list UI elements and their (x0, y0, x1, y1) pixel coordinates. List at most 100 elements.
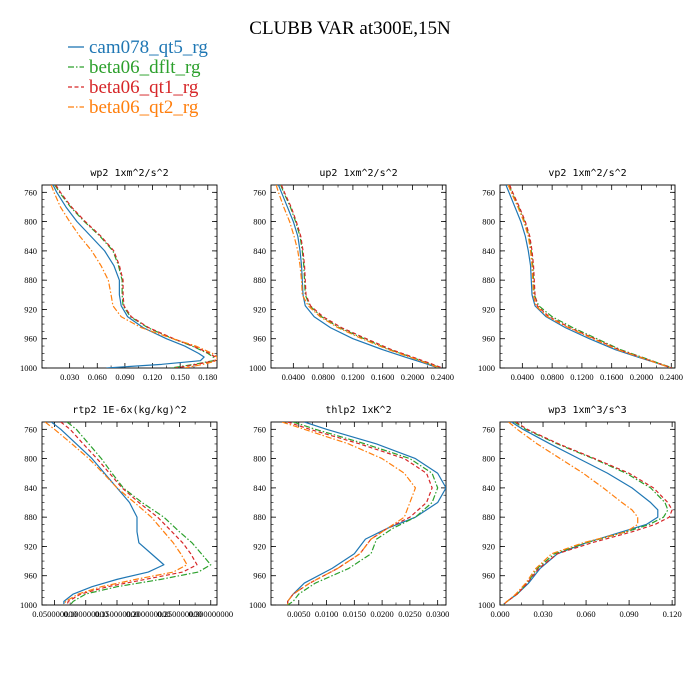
panel: wp3 1xm^3/s^3 760 800 840 880 920 960 10000.000… (478, 405, 682, 619)
y-tick-label: 760 (253, 187, 266, 197)
legend-label: beta06_dflt_rg (89, 57, 201, 78)
y-tick-label: 760 (24, 424, 37, 434)
y-tick-label: 1000 (20, 363, 37, 373)
y-tick-label: 880 (482, 275, 495, 285)
x-tick-label: 0.0150 (343, 609, 366, 619)
panel: thlp2 1xK^2 760 800 840 880 920 960 1000 0.0050 0… (249, 405, 449, 619)
x-tick-label: 0.060 (88, 372, 107, 382)
legend-label: beta06_qt2_rg (89, 97, 199, 118)
plot-frame (41, 184, 218, 369)
y-tick-label: 960 (253, 334, 266, 344)
panel: up2 1xm^2/s^2 760 800 840 880 920 960 1000 0.040… (249, 168, 454, 382)
y-tick-label: 800 (482, 454, 495, 464)
plot-frame (41, 421, 218, 606)
plot-frame (270, 184, 447, 369)
y-tick-label: 960 (253, 571, 266, 581)
x-tick-label: 0.0100 (315, 609, 338, 619)
x-tick-label: 0.1600 (600, 372, 623, 382)
y-tick-label: 840 (253, 246, 266, 256)
plot-frame (499, 421, 676, 606)
series-line-beta06_qt1_rg (287, 422, 433, 605)
y-tick-label: 920 (253, 541, 266, 551)
y-tick-label: 760 (482, 187, 495, 197)
plot-frame (270, 421, 447, 606)
x-tick-label: 0.1600 (371, 372, 394, 382)
series-line-beta06_qt1_rg (55, 185, 216, 368)
series-line-beta06_qt2_rg (507, 185, 672, 368)
panel-title: wp2 1xm^2/s^2 (90, 168, 168, 179)
series-line-beta06_qt2_rg (502, 422, 639, 605)
x-tick-label: 0.100000000 (63, 609, 108, 619)
legend: cam078_qt5_rgbeta06_dflt_rgbeta06_qt1_rg… (68, 37, 208, 118)
legend-label: cam078_qt5_rg (89, 37, 208, 58)
y-tick-label: 880 (24, 275, 37, 285)
x-tick-label: 0.050000000 (32, 609, 77, 619)
x-tick-label: 0.0400 (282, 372, 305, 382)
x-tick-label: 0.090 (620, 609, 639, 619)
plot-frame (499, 184, 676, 369)
y-tick-label: 840 (24, 246, 37, 256)
y-tick-label: 840 (482, 246, 495, 256)
x-tick-label: 0.0800 (311, 372, 334, 382)
x-tick-label: 0.2400 (431, 372, 454, 382)
y-tick-label: 760 (253, 424, 266, 434)
panel: wp2 1xm^2/s^2 760 800 840 880 920 960 1000 0.030… (20, 168, 218, 382)
y-tick-label: 1000 (249, 363, 266, 373)
series-line-beta06_qt2_rg (281, 422, 417, 605)
y-tick-label: 920 (482, 541, 495, 551)
x-tick-label: 0.150000000 (95, 609, 140, 619)
x-tick-label: 0.060 (577, 609, 596, 619)
series-line-cam078_qt5_rg (52, 185, 205, 368)
series-line-beta06_qt1_rg (60, 422, 198, 605)
y-tick-label: 840 (482, 483, 495, 493)
y-tick-label: 800 (24, 454, 37, 464)
x-tick-label: 0.2000 (630, 372, 653, 382)
x-tick-label: 0.0400 (511, 372, 534, 382)
figure-title: CLUBB VAR at300E,15N (249, 18, 451, 39)
y-tick-label: 960 (482, 334, 495, 344)
series-line-cam078_qt5_rg (502, 422, 659, 605)
series-line-cam078_qt5_rg (287, 422, 446, 605)
series-line-beta06_dflt_rg (66, 422, 212, 605)
panel-title: rtp2 1E-6x(kg/kg)^2 (72, 405, 186, 416)
panels: wp2 1xm^2/s^2 760 800 840 880 920 960 1000 0.030… (20, 168, 683, 619)
y-tick-label: 1000 (20, 600, 37, 610)
x-tick-label: 0.120 (663, 609, 682, 619)
x-tick-label: 0.0050 (287, 609, 310, 619)
series-line-beta06_qt1_rg (509, 185, 673, 368)
y-tick-label: 840 (24, 483, 37, 493)
y-tick-label: 1000 (249, 600, 266, 610)
x-tick-label: 0.180 (198, 372, 217, 382)
y-tick-label: 840 (253, 483, 266, 493)
series-line-cam078_qt5_rg (505, 185, 672, 368)
x-tick-label: 0.090 (115, 372, 134, 382)
y-tick-label: 960 (482, 571, 495, 581)
y-tick-label: 880 (482, 512, 495, 522)
x-tick-label: 0.300000000 (188, 609, 233, 619)
legend-label: beta06_qt1_rg (89, 77, 199, 98)
y-tick-label: 800 (253, 454, 266, 464)
y-tick-label: 920 (482, 304, 495, 314)
panel-title: vp2 1xm^2/s^2 (548, 168, 626, 179)
x-tick-label: 0.0200 (370, 609, 393, 619)
y-tick-label: 1000 (478, 363, 495, 373)
x-tick-label: 0.0250 (398, 609, 421, 619)
series-line-beta06_qt2_rg (44, 422, 188, 605)
y-tick-label: 960 (24, 334, 37, 344)
x-tick-label: 0.1200 (570, 372, 593, 382)
panel-title: up2 1xm^2/s^2 (319, 168, 397, 179)
series-line-beta06_qt1_rg (502, 422, 673, 605)
y-tick-label: 880 (24, 512, 37, 522)
x-tick-label: 0.030 (60, 372, 79, 382)
x-tick-label: 0.0300 (426, 609, 449, 619)
series-line-cam078_qt5_rg (51, 422, 165, 605)
y-tick-label: 880 (253, 512, 266, 522)
x-tick-label: 0.200000000 (126, 609, 171, 619)
y-tick-label: 800 (24, 217, 37, 227)
x-tick-label: 0.1200 (341, 372, 364, 382)
x-tick-label: 0.000 (490, 609, 509, 619)
x-tick-label: 0.0800 (540, 372, 563, 382)
y-tick-label: 920 (253, 304, 266, 314)
